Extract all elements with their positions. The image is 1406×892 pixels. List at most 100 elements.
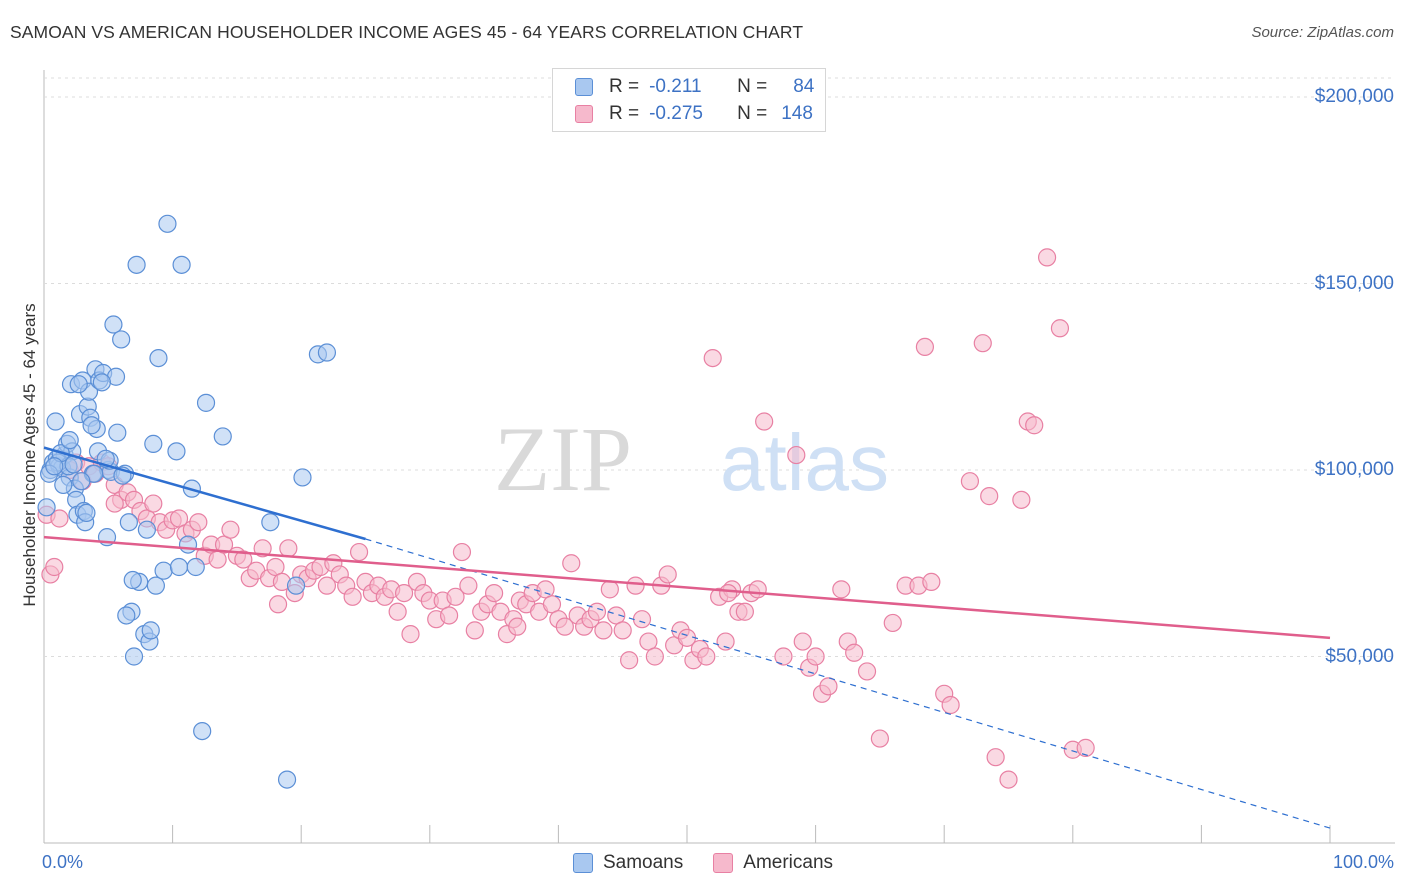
americans-point xyxy=(883,613,902,633)
americans-point xyxy=(268,595,288,614)
americans-point xyxy=(446,587,465,606)
americans-point xyxy=(105,494,124,513)
legend-label-americans: Americans xyxy=(743,852,834,873)
legend-row-samoans: R = -0.211 N = 84 xyxy=(575,75,814,99)
americans-point xyxy=(697,647,716,666)
correlation-legend: R = -0.211 N = 84 R = -0.275 N = 148 xyxy=(552,68,826,132)
americans-point xyxy=(234,550,253,569)
americans-point xyxy=(703,349,722,368)
samoans-point xyxy=(77,503,96,522)
americans-point xyxy=(388,602,407,621)
americans-point xyxy=(221,520,240,539)
chart-title: SAMOAN VS AMERICAN HOUSEHOLDER INCOME AG… xyxy=(10,22,804,42)
x-tick-max: 100.0% xyxy=(1332,852,1394,872)
americans-point xyxy=(845,643,864,662)
samoans-point xyxy=(82,416,101,435)
samoans-point xyxy=(69,375,88,394)
americans-point xyxy=(620,651,639,670)
n-value: 84 xyxy=(793,76,815,97)
samoans-point xyxy=(112,330,131,349)
americans-point xyxy=(45,557,64,577)
americans-point xyxy=(144,494,163,513)
americans-point xyxy=(793,632,812,651)
legend-item-samoans: Samoans xyxy=(572,852,684,874)
americans-point xyxy=(1012,490,1031,509)
samoans-points xyxy=(37,214,337,789)
americans-point xyxy=(508,617,527,636)
americans-point xyxy=(279,539,298,558)
americans-point xyxy=(941,695,960,715)
n-label: N = xyxy=(737,103,768,124)
samoans-point xyxy=(186,557,205,577)
americans-point xyxy=(394,583,414,603)
grid-lines xyxy=(43,70,1395,844)
americans-point xyxy=(189,513,208,532)
samoans-point xyxy=(317,343,337,362)
americans-point xyxy=(562,554,581,573)
samoans-point xyxy=(144,434,163,453)
samoans-point xyxy=(178,535,198,554)
n-value: 148 xyxy=(781,103,813,124)
americans-point xyxy=(594,621,613,640)
americans-point xyxy=(613,621,632,640)
americans-point xyxy=(600,580,619,599)
samoans-point xyxy=(154,561,173,580)
americans-point xyxy=(915,337,935,357)
americans-trend-line xyxy=(43,535,1331,640)
americans-point xyxy=(973,334,992,353)
americans-point xyxy=(832,580,851,599)
x-tick-min: 0.0% xyxy=(42,852,84,872)
r-value: -0.275 xyxy=(649,103,703,124)
y-tick-label: $100,000 xyxy=(1314,459,1394,480)
americans-point xyxy=(253,539,272,558)
americans-point xyxy=(774,647,793,666)
n-label: N = xyxy=(737,76,768,97)
americans-point xyxy=(1050,319,1070,338)
samoans-point xyxy=(60,431,79,450)
americans-point xyxy=(50,509,69,528)
samoans-point xyxy=(37,498,56,517)
samoans-point xyxy=(167,442,186,461)
legend-label-samoans: Samoans xyxy=(602,852,684,873)
samoans-swatch xyxy=(575,78,593,96)
r-value: -0.211 xyxy=(649,76,702,97)
americans-point xyxy=(452,542,472,562)
americans-point xyxy=(716,632,735,651)
americans-point xyxy=(806,647,825,666)
samoans-point xyxy=(123,570,142,590)
americans-point xyxy=(735,602,754,621)
samoans-point xyxy=(293,468,312,487)
americans-point xyxy=(748,580,767,599)
samoans-point xyxy=(149,349,168,368)
samoans-point xyxy=(196,393,216,412)
americans-point xyxy=(465,621,484,640)
americans-point xyxy=(555,617,574,636)
americans-point xyxy=(632,610,652,629)
samoans-point xyxy=(104,315,123,334)
samoans-swatch xyxy=(572,853,593,873)
watermark-zip: ZIP xyxy=(494,408,632,510)
samoans-trend-extension xyxy=(365,538,1331,829)
samoans-point xyxy=(124,647,144,666)
watermark-atlas: atlas xyxy=(720,418,889,507)
samoans-point xyxy=(141,621,160,640)
r-label: R = xyxy=(609,76,640,97)
samoans-point xyxy=(45,457,64,476)
samoans-point xyxy=(169,557,189,577)
americans-points xyxy=(37,248,1095,789)
americans-point xyxy=(857,662,877,681)
americans-point xyxy=(870,729,890,748)
samoans-point xyxy=(158,214,177,233)
samoans-point xyxy=(137,520,156,539)
y-tick-label: $200,000 xyxy=(1314,86,1394,107)
americans-point xyxy=(349,542,369,562)
series-legend: Samoans Americans xyxy=(0,852,1406,874)
americans-point xyxy=(401,625,420,644)
americans-point xyxy=(787,445,806,465)
samoans-point xyxy=(172,255,191,274)
americans-point xyxy=(459,576,478,595)
americans-point xyxy=(960,472,980,491)
americans-point xyxy=(980,487,999,506)
americans-point xyxy=(1076,738,1095,757)
americans-point xyxy=(317,576,337,595)
